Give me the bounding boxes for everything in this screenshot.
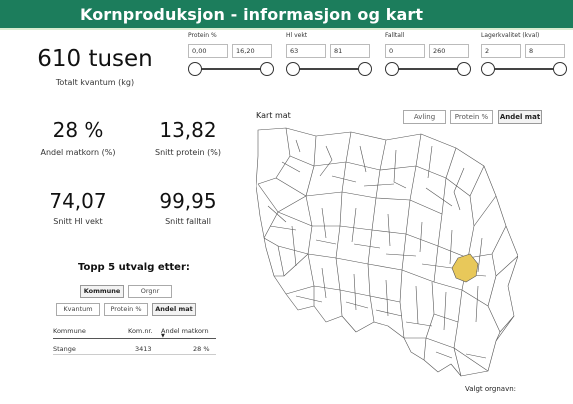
slider-track[interactable] <box>391 68 465 70</box>
selected-orgname-label: Valgt orgnavn: <box>465 385 517 393</box>
slicer-min-input[interactable]: 2 <box>481 44 521 58</box>
slicer-falltall[interactable]: Falltall 0 260 <box>385 32 477 78</box>
protein-button[interactable]: Protein % <box>104 303 148 316</box>
table-row-divider <box>53 354 216 355</box>
orgnr-button[interactable]: Orgnr <box>128 285 172 298</box>
slicer-max-input[interactable]: 81 <box>330 44 370 58</box>
slider-max-handle[interactable] <box>553 62 567 76</box>
kpi-protein-label: Snitt protein (%) <box>154 148 221 157</box>
kpi-protein-value: 13,82 <box>159 118 217 142</box>
municipality-map[interactable] <box>256 126 518 382</box>
slicer-label: Falltall <box>385 32 405 39</box>
kpi-hlvekt-label: Snitt Hl vekt <box>53 217 103 226</box>
slicer-min-input[interactable]: 63 <box>286 44 326 58</box>
kpi-falltall-value: 99,95 <box>159 189 217 213</box>
kpi-total-label: Totalt kvantum (kg) <box>55 78 135 87</box>
kpi-total-value: 610 tusen <box>37 46 153 72</box>
kvantum-button[interactable]: Kvantum <box>56 303 100 316</box>
avling-button[interactable]: Avling <box>403 110 446 124</box>
map-andel-mat-button[interactable]: Andel mat <box>498 110 542 124</box>
sort-desc-icon: ▼ <box>161 333 165 339</box>
slicer-protein[interactable]: Protein % 0,00 16,20 <box>188 32 280 78</box>
header-bar: Kornproduksjon - informasjon og kart <box>0 0 573 30</box>
kpi-falltall-label: Snitt falltall <box>165 217 211 226</box>
highlighted-municipality[interactable] <box>451 253 479 283</box>
page-title: Kornproduksjon - informasjon og kart <box>80 5 424 24</box>
column-header-komnr[interactable]: Kom.nr. <box>128 327 153 335</box>
slicer-min-input[interactable]: 0 <box>385 44 425 58</box>
slider-track[interactable] <box>487 68 561 70</box>
slicer-hlvekt[interactable]: Hl vekt 63 81 <box>286 32 378 78</box>
slicer-min-input[interactable]: 0,00 <box>188 44 228 58</box>
column-header-kommune[interactable]: Kommune <box>53 327 86 335</box>
slicer-label: Hl vekt <box>286 32 308 39</box>
slider-track[interactable] <box>292 68 366 70</box>
slicer-max-input[interactable]: 260 <box>429 44 469 58</box>
kommune-button[interactable]: Kommune <box>80 285 124 298</box>
kpi-matkorn-label: Andel matkorn (%) <box>40 148 116 157</box>
cell-komnr: 3413 <box>135 345 152 353</box>
cell-andel: 28 % <box>193 345 210 353</box>
slicer-lagerkvalitet[interactable]: Lagerkvalitet (kval) 2 8 <box>481 32 573 78</box>
andel-mat-button[interactable]: Andel mat <box>152 303 196 316</box>
slider-max-handle[interactable] <box>457 62 471 76</box>
slider-track[interactable] <box>194 68 268 70</box>
slicer-label: Lagerkvalitet (kval) <box>481 32 540 39</box>
map-protein-button[interactable]: Protein % <box>450 110 493 124</box>
slider-min-handle[interactable] <box>385 62 399 76</box>
slider-max-handle[interactable] <box>260 62 274 76</box>
kpi-hlvekt-value: 74,07 <box>49 189 107 213</box>
table-header-divider <box>53 338 216 339</box>
slider-min-handle[interactable] <box>286 62 300 76</box>
slicer-label: Protein % <box>188 32 217 39</box>
slider-min-handle[interactable] <box>481 62 495 76</box>
map-title: Kart mat <box>256 111 291 120</box>
cell-kommune: Stange <box>53 345 76 353</box>
slider-max-handle[interactable] <box>358 62 372 76</box>
slider-min-handle[interactable] <box>188 62 202 76</box>
column-header-andel[interactable]: Andel matkorn <box>161 327 209 335</box>
slicer-max-input[interactable]: 16,20 <box>232 44 272 58</box>
kpi-matkorn-value: 28 % <box>52 118 104 142</box>
slicer-max-input[interactable]: 8 <box>525 44 565 58</box>
top5-title: Topp 5 utvalg etter: <box>78 262 190 273</box>
